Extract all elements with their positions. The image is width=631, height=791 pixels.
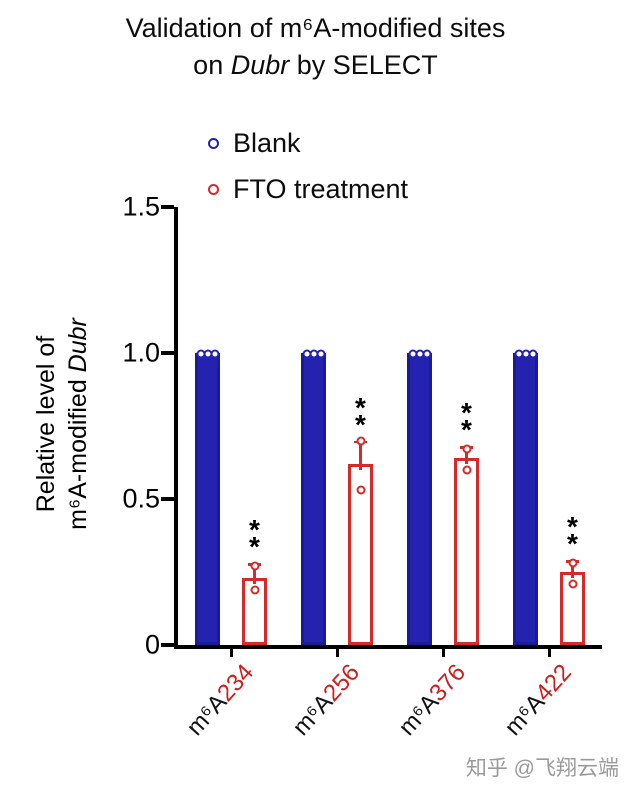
asterisk: * [249, 531, 260, 563]
bar-fto-m⁶A376 [454, 458, 479, 645]
asterisk: * [461, 397, 472, 429]
title-text: by SELECT [289, 50, 438, 80]
significance-marker: * * [567, 511, 578, 560]
plot-area: 0 0.5 1.0 1.5 * * m⁶A234 * * m⁶A256 * * m⁶A376 * * m⁶A4… [122, 192, 602, 741]
y-tick-mark [161, 497, 174, 501]
x-tick-label-m⁶A376: m⁶A376 [364, 659, 472, 774]
data-point-fto [462, 465, 471, 475]
data-point-fto [356, 436, 365, 446]
asterisk: * [355, 408, 366, 440]
title-gene-name: Dubr [230, 50, 290, 80]
y-axis-title-text: m⁶A-modified [64, 372, 92, 530]
y-axis-title: Relative level of m⁶A-modified Dubr [30, 204, 94, 644]
y-axis-title-line2: m⁶A-modified Dubr [62, 204, 94, 644]
data-point-fto [250, 585, 259, 595]
data-point-fto [356, 485, 365, 495]
bar-blank-m⁶A256 [301, 353, 326, 645]
x-tick-label-m⁶A234: m⁶A234 [152, 659, 260, 774]
y-tick-label: 1.0 [122, 337, 160, 368]
x-tick-mark [229, 649, 233, 657]
error-bar [571, 560, 574, 578]
asterisk: * [461, 414, 472, 446]
y-tick-label: 1.5 [122, 191, 160, 222]
y-axis-title-gene-name: Dubr [64, 318, 92, 373]
bar-blank-m⁶A422 [513, 353, 538, 645]
asterisk: * [567, 528, 578, 560]
data-point-blank [210, 349, 219, 359]
y-tick-label: 0.5 [122, 483, 160, 514]
legend-circle-marker-icon [208, 137, 219, 149]
data-point-fto [462, 444, 471, 454]
data-point-fto [568, 558, 577, 568]
title-text: on [193, 50, 231, 80]
x-tick-mark [441, 649, 445, 657]
legend-label: Blank [233, 128, 301, 158]
data-point-fto [250, 561, 259, 571]
x-tick-mark [335, 649, 339, 657]
bar-blank-m⁶A234 [195, 353, 220, 645]
y-axis-title-line1: Relative level of [32, 335, 60, 513]
asterisk: * [355, 391, 366, 423]
legend-circle-marker-icon [208, 183, 219, 195]
x-tick-label-m⁶A256: m⁶A256 [258, 659, 366, 774]
data-point-fto [568, 579, 577, 589]
error-bar [465, 446, 468, 465]
bar-blank-m⁶A376 [407, 353, 432, 645]
significance-marker: * * [249, 514, 260, 563]
figure-title-line2: on Dubr by SELECT [0, 47, 631, 84]
y-tick-mark [161, 351, 174, 355]
data-point-blank [422, 349, 431, 359]
legend-item-blank: Blank [208, 126, 408, 160]
y-tick-mark [161, 643, 174, 647]
watermark: 知乎 @飞翔云端 [465, 757, 619, 780]
data-point-blank [528, 349, 537, 359]
data-point-blank [316, 349, 325, 359]
bar-fto-m⁶A422 [560, 572, 585, 645]
figure-title-line1: Validation of m⁶A-modified sites [125, 13, 506, 43]
asterisk: * [249, 514, 260, 546]
x-tick-mark [547, 649, 551, 657]
legend-label: FTO treatment [233, 174, 409, 204]
y-tick-label: 0 [144, 629, 160, 660]
error-bar [253, 563, 256, 584]
figure-title: Validation of m⁶A-modified sites on Dubr… [0, 10, 631, 84]
legend: Blank FTO treatment [208, 126, 408, 206]
error-bar [359, 440, 362, 470]
asterisk: * [567, 511, 578, 543]
significance-marker: * * [461, 397, 472, 446]
legend-item-fto-treatment: FTO treatment [208, 172, 408, 206]
significance-marker: * * [355, 391, 366, 440]
y-tick-mark [161, 205, 174, 209]
